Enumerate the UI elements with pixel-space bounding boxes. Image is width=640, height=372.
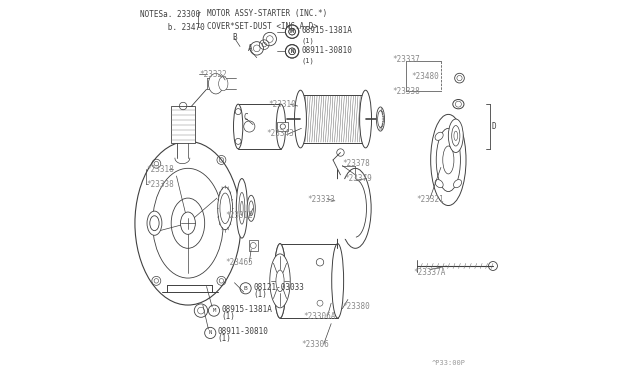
Text: *23379: *23379: [344, 174, 372, 183]
Ellipse shape: [276, 104, 285, 149]
Ellipse shape: [454, 132, 461, 140]
Text: 08121-03033: 08121-03033: [253, 283, 304, 292]
Ellipse shape: [209, 74, 223, 94]
Bar: [172, 106, 195, 143]
Text: *23337: *23337: [392, 55, 420, 64]
Text: *23321: *23321: [417, 195, 444, 203]
Text: (1): (1): [301, 57, 314, 64]
Text: A: A: [248, 44, 252, 53]
Text: *23312: *23312: [225, 211, 253, 220]
Text: *23378: *23378: [342, 159, 370, 168]
Ellipse shape: [239, 193, 245, 224]
Ellipse shape: [241, 201, 243, 215]
Ellipse shape: [247, 195, 255, 221]
Ellipse shape: [218, 187, 232, 230]
Ellipse shape: [454, 131, 458, 141]
Ellipse shape: [378, 111, 383, 128]
Bar: [240, 167, 353, 348]
Ellipse shape: [234, 104, 243, 149]
Text: (1): (1): [301, 38, 314, 44]
Ellipse shape: [435, 132, 443, 140]
Ellipse shape: [274, 244, 286, 318]
Text: M: M: [290, 29, 294, 34]
Ellipse shape: [344, 180, 367, 237]
Ellipse shape: [276, 270, 284, 292]
Ellipse shape: [340, 168, 371, 248]
Text: M: M: [212, 308, 216, 313]
Text: B: B: [232, 33, 237, 42]
Text: N: N: [291, 49, 294, 54]
Ellipse shape: [443, 146, 454, 174]
Ellipse shape: [452, 126, 460, 146]
Text: *23333: *23333: [307, 195, 335, 203]
Ellipse shape: [361, 95, 370, 143]
Text: 08911-30810: 08911-30810: [218, 327, 269, 336]
Text: *23338: *23338: [392, 87, 420, 96]
Text: ^P33:00P: ^P33:00P: [431, 360, 465, 366]
Text: *23380: *23380: [342, 302, 370, 311]
Bar: [248, 240, 258, 251]
Bar: [356, 234, 369, 246]
Ellipse shape: [296, 95, 305, 143]
Ellipse shape: [332, 244, 344, 318]
Text: *23337A: *23337A: [413, 268, 445, 277]
Ellipse shape: [435, 180, 443, 188]
Text: NOTESa. 23300: NOTESa. 23300: [140, 10, 200, 19]
Ellipse shape: [147, 211, 162, 235]
Ellipse shape: [436, 128, 460, 192]
Ellipse shape: [180, 212, 195, 234]
Text: COVER*SET-DUST <INC.A-D>: COVER*SET-DUST <INC.A-D>: [207, 22, 317, 31]
Ellipse shape: [274, 244, 286, 318]
Text: 08911-30810: 08911-30810: [301, 46, 352, 55]
Ellipse shape: [376, 107, 385, 131]
Ellipse shape: [152, 168, 223, 278]
Text: 08915-1381A: 08915-1381A: [301, 26, 352, 35]
Text: MOTOR ASSY-STARTER (INC.*): MOTOR ASSY-STARTER (INC.*): [207, 9, 327, 17]
Text: N: N: [290, 49, 294, 54]
Ellipse shape: [454, 180, 461, 188]
Ellipse shape: [172, 198, 205, 248]
Text: M: M: [291, 29, 294, 34]
Bar: [337, 179, 355, 238]
Ellipse shape: [236, 179, 248, 238]
Text: *23310: *23310: [268, 100, 296, 109]
Text: (1): (1): [218, 334, 232, 343]
Bar: [342, 234, 355, 246]
Bar: [356, 171, 369, 183]
Text: (1): (1): [253, 290, 267, 299]
Text: b. 23470: b. 23470: [140, 23, 204, 32]
Ellipse shape: [449, 119, 463, 153]
Ellipse shape: [360, 90, 372, 148]
Ellipse shape: [219, 77, 228, 91]
Text: *23306A: *23306A: [303, 312, 335, 321]
Text: N: N: [209, 330, 212, 336]
Text: (1): (1): [221, 312, 236, 321]
Text: *23306: *23306: [301, 340, 329, 349]
Ellipse shape: [135, 141, 241, 305]
Text: D: D: [492, 122, 497, 131]
Ellipse shape: [150, 216, 159, 231]
Text: *23318: *23318: [146, 165, 173, 174]
Text: *23343: *23343: [266, 129, 294, 138]
Text: *23322: *23322: [199, 70, 227, 79]
Bar: [277, 122, 289, 131]
Ellipse shape: [249, 201, 253, 216]
Ellipse shape: [220, 193, 230, 224]
Ellipse shape: [270, 254, 291, 308]
Ellipse shape: [453, 100, 464, 109]
Text: B: B: [244, 286, 248, 291]
Ellipse shape: [431, 115, 466, 205]
Text: *23480: *23480: [411, 72, 439, 81]
Bar: [342, 171, 355, 183]
Text: 08915-1381A: 08915-1381A: [221, 305, 272, 314]
Text: *23465: *23465: [225, 258, 253, 267]
Ellipse shape: [294, 90, 307, 148]
Text: *23338: *23338: [146, 180, 173, 189]
Text: C: C: [244, 113, 248, 122]
